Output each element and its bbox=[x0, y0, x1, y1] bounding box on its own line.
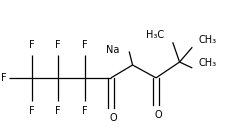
Text: O: O bbox=[109, 113, 117, 123]
Text: F: F bbox=[55, 106, 61, 116]
Text: F: F bbox=[82, 106, 87, 116]
Text: H₃C: H₃C bbox=[146, 30, 164, 40]
Text: F: F bbox=[82, 40, 87, 50]
Text: F: F bbox=[55, 40, 61, 50]
Text: F: F bbox=[29, 40, 34, 50]
Text: CH₃: CH₃ bbox=[198, 58, 216, 68]
Text: F: F bbox=[29, 106, 34, 116]
Text: Na: Na bbox=[106, 45, 120, 55]
Text: O: O bbox=[155, 110, 162, 120]
Text: F: F bbox=[1, 73, 7, 83]
Text: CH₃: CH₃ bbox=[198, 35, 216, 45]
